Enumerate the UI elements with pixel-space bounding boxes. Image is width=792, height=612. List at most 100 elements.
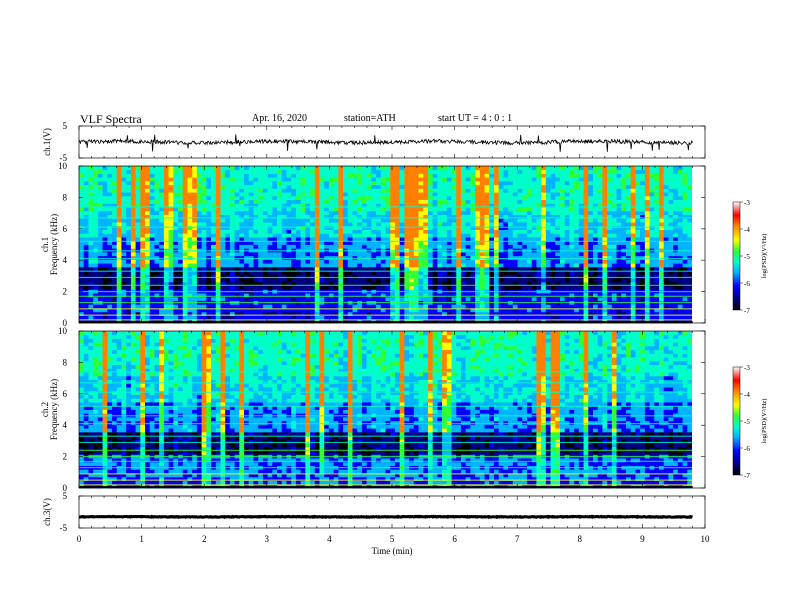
psd-cell [220, 199, 226, 204]
psd-cell [404, 218, 410, 223]
psd-cell [564, 263, 570, 268]
psd-cell [413, 266, 419, 272]
psd-cell [126, 184, 132, 189]
psd-cell [112, 237, 118, 242]
psd-cell [446, 296, 452, 301]
psd-cell [357, 237, 363, 242]
psd-cell [442, 278, 448, 283]
psd-cell [267, 184, 273, 189]
psd-cell [187, 266, 193, 272]
psd-cell [178, 293, 184, 298]
psd-cell [470, 281, 476, 287]
psd-cell [215, 255, 221, 260]
psd-cell [682, 285, 688, 290]
psd-cell [555, 218, 561, 223]
psd-cell [409, 255, 415, 260]
psd-cell [112, 233, 118, 238]
psd-cell [93, 229, 99, 234]
psd-cell [343, 263, 349, 268]
psd-cell [427, 278, 434, 283]
psd-cell [163, 263, 169, 268]
psd-cell [602, 251, 608, 257]
psd-cell [163, 195, 169, 201]
psd-cell [611, 278, 617, 283]
psd-cell [376, 263, 382, 268]
psd-cell [465, 266, 471, 272]
psd-cell [432, 240, 438, 245]
psd-cell [319, 229, 325, 234]
psd-cell [163, 281, 169, 287]
psd-cell [498, 229, 504, 234]
psd-cell [602, 218, 608, 223]
psd-cell [427, 251, 434, 257]
psd-cell [635, 259, 641, 264]
psd-cell [187, 225, 193, 230]
psd-cell [201, 293, 207, 298]
psd-cell [338, 225, 344, 230]
psd-cell [536, 214, 542, 219]
psd-cell [512, 184, 518, 189]
psd-cell [258, 237, 264, 242]
psd-cell [135, 229, 141, 234]
psd-cell [673, 195, 679, 201]
psd-cell [277, 244, 283, 249]
psd-cell [126, 304, 132, 309]
psd-cell [149, 184, 155, 189]
psd-cell [413, 195, 419, 201]
psd-cell [550, 266, 556, 272]
psd-cell [215, 259, 221, 264]
date-label: Apr. 16, 2020 [252, 113, 307, 124]
psd-cell [574, 259, 580, 264]
psd-cell [277, 207, 283, 212]
psd-cell [456, 296, 462, 301]
psd-cell [503, 304, 509, 309]
psd-cell [649, 308, 655, 313]
psd-cell [338, 184, 344, 189]
psd-cell [277, 229, 283, 234]
psd-cell [640, 192, 646, 197]
psd-cell [187, 293, 193, 298]
psd-cell [460, 225, 467, 230]
psd-cell [149, 293, 155, 298]
psd-cell [343, 240, 349, 245]
psd-cell [644, 255, 650, 260]
psd-cell [380, 184, 386, 189]
psd-cell [154, 266, 160, 272]
psd-cell [687, 244, 693, 249]
psd-cell [635, 222, 641, 227]
psd-cell [253, 180, 259, 186]
psd-cell [361, 233, 368, 238]
psd-cell [658, 311, 665, 316]
psd-cell [211, 199, 217, 204]
psd-cell [215, 199, 221, 204]
psd-cell [635, 263, 641, 268]
psd-cell [423, 304, 429, 309]
psd-cell [140, 210, 146, 215]
psd-cell [267, 259, 273, 264]
psd-cell [432, 315, 438, 320]
psd-cell [602, 255, 608, 260]
psd-cell [380, 304, 386, 309]
psd-cell [112, 296, 118, 301]
psd-cell [206, 251, 212, 257]
psd-cell [154, 214, 160, 219]
psd-cell [451, 270, 457, 275]
psd-cell [564, 285, 570, 290]
psd-cell [347, 240, 353, 245]
psd-cell [399, 270, 405, 275]
psd-cell [432, 304, 438, 309]
psd-cell [555, 240, 561, 245]
psd-cell [145, 225, 151, 230]
psd-cell [413, 222, 419, 227]
psd-cell [107, 315, 113, 320]
psd-cell [248, 233, 254, 238]
psd-cell [541, 218, 547, 223]
psd-cell [220, 281, 226, 287]
psd-cell [286, 263, 292, 268]
psd-cell [135, 195, 141, 201]
psd-cell [253, 214, 259, 219]
psd-cell [588, 184, 594, 189]
psd-cell [173, 315, 179, 320]
psd-cell [687, 188, 693, 193]
psd-cell [79, 184, 85, 189]
